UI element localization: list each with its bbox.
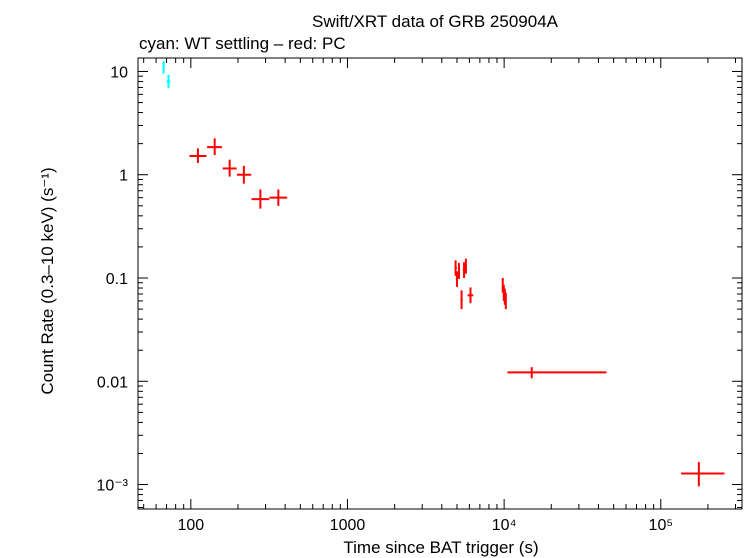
data-point	[207, 138, 222, 156]
data-point	[454, 260, 457, 276]
y-tick-label: 0.01	[97, 374, 128, 391]
x-tick-label: 1000	[330, 517, 366, 534]
chart-title: Swift/XRT data of GRB 250904A	[312, 12, 559, 31]
x-axis-label: Time since BAT trigger (s)	[343, 538, 538, 557]
data-point	[467, 287, 474, 304]
data-point	[251, 189, 270, 209]
y-axis-label: Count Rate (0.3–10 keV) (s⁻¹)	[38, 167, 57, 394]
data-point	[681, 462, 725, 487]
pc-series	[189, 138, 725, 487]
data-point	[269, 189, 288, 206]
data-point	[222, 159, 237, 177]
data-point	[189, 148, 207, 163]
chart-subtitle: cyan: WT settling – red: PC	[139, 34, 346, 53]
wt-settling-series	[162, 61, 171, 89]
data-point	[464, 258, 467, 274]
x-tick-label: 100	[177, 517, 204, 534]
data-point	[457, 262, 461, 279]
data-points	[162, 61, 725, 487]
data-point	[166, 74, 171, 89]
data-point	[462, 262, 466, 279]
data-point	[507, 367, 607, 379]
data-point	[460, 290, 463, 310]
axis-ticks	[138, 58, 742, 509]
axis-tick-labels: 100 1000 10⁴ 10⁵ 10 1 0.1 0.01 10⁻³	[96, 64, 673, 534]
plot-frame	[137, 57, 743, 510]
data-point	[162, 61, 165, 74]
x-tick-label: 10⁴	[492, 517, 517, 534]
y-tick-label: 10	[110, 64, 128, 81]
x-tick-label: 10⁵	[649, 517, 673, 534]
data-point	[504, 292, 507, 310]
data-point	[236, 165, 252, 184]
y-tick-label: 10⁻³	[96, 478, 128, 495]
data-point	[455, 271, 459, 287]
y-tick-label: 0.1	[106, 271, 128, 288]
y-tick-label: 1	[119, 168, 128, 185]
